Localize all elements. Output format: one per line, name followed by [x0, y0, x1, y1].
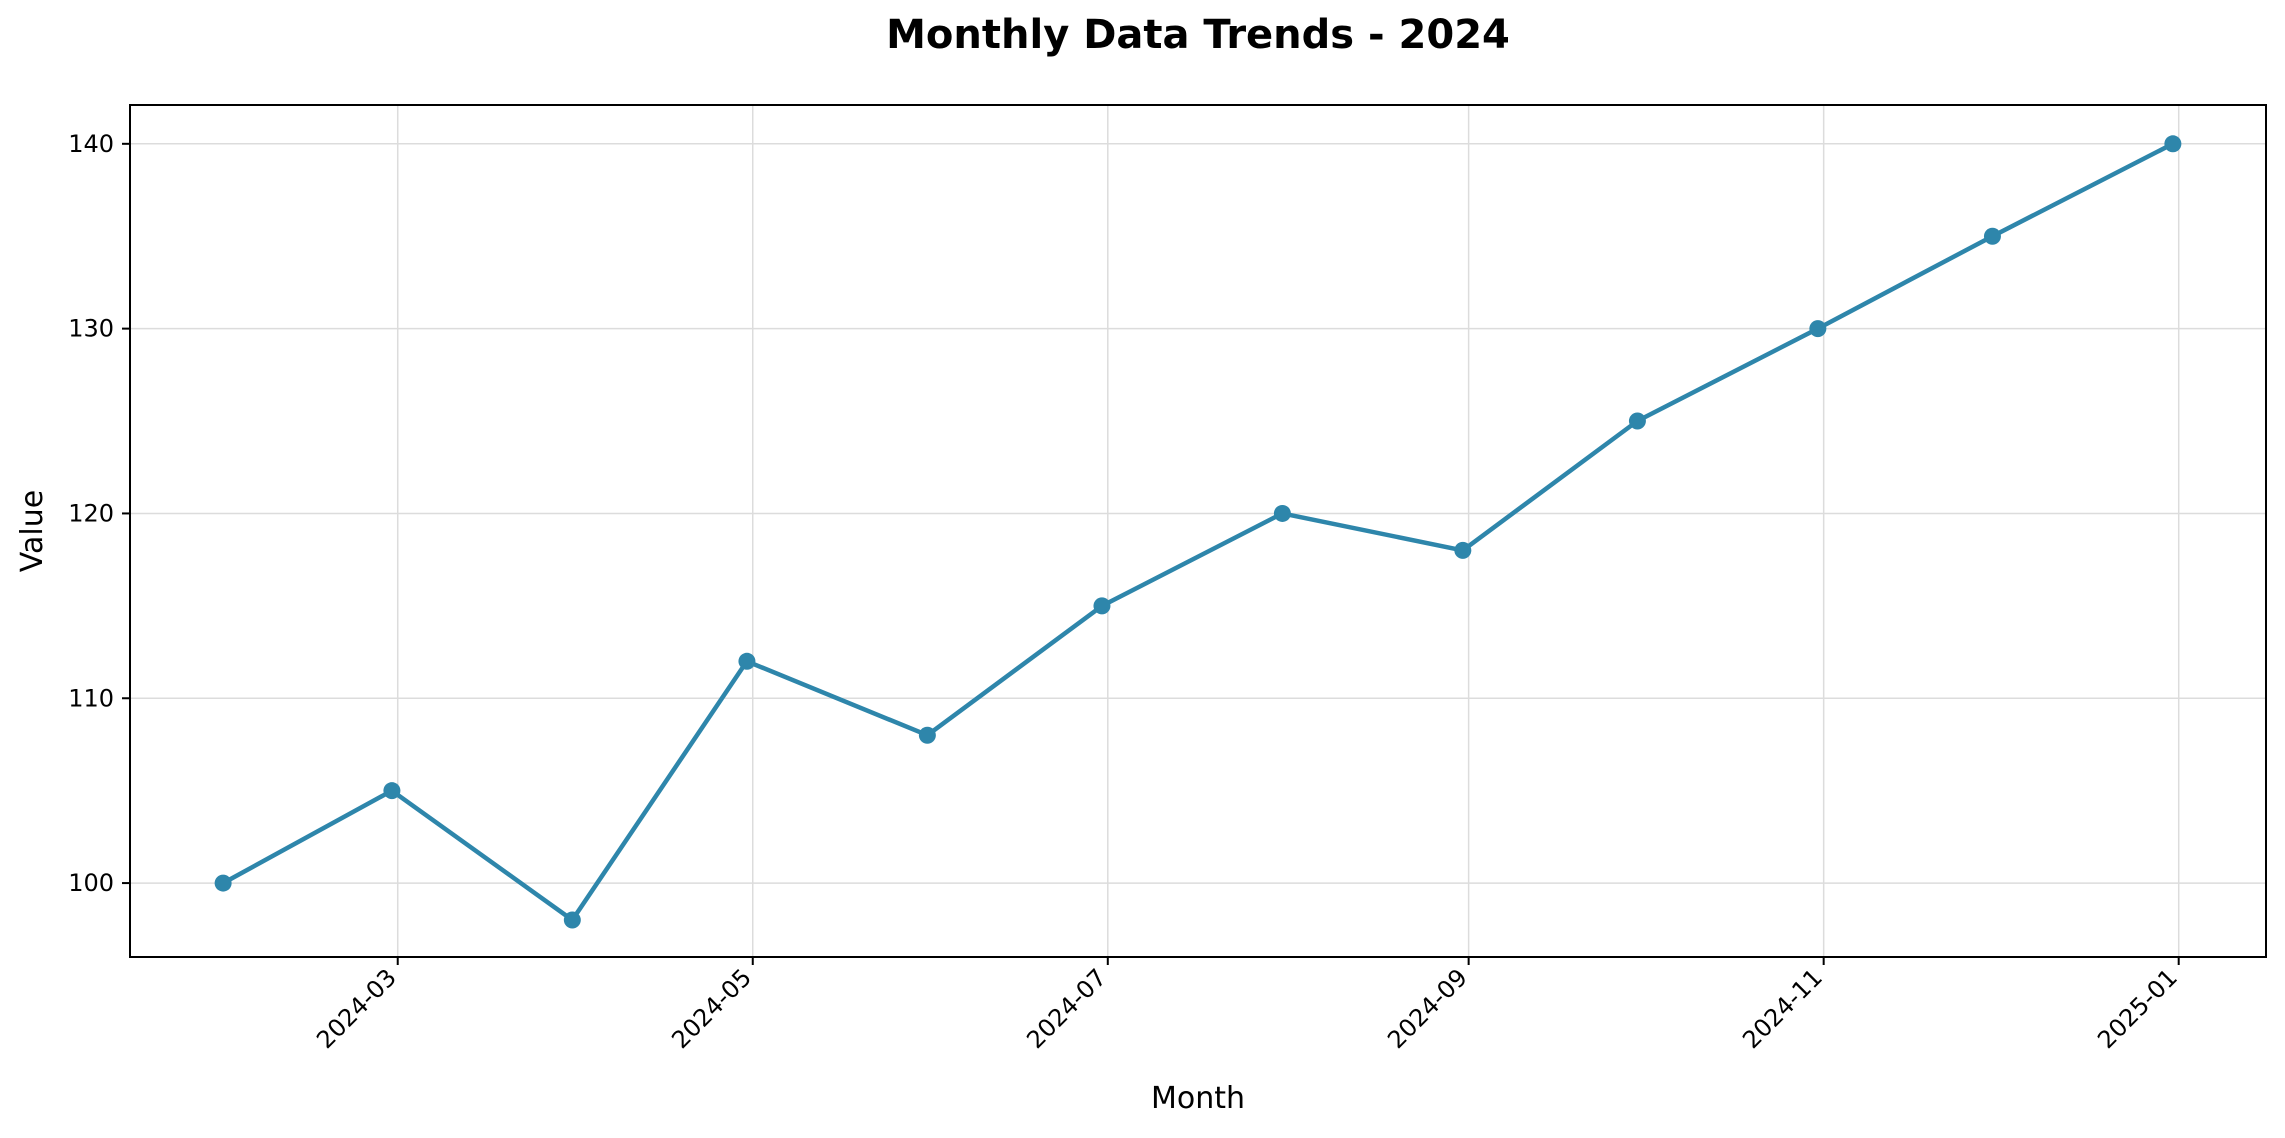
- data-point: [214, 874, 232, 892]
- data-point: [2164, 135, 2182, 153]
- x-tick-label: 2025-01: [2092, 963, 2183, 1054]
- series-layer: [214, 135, 2182, 929]
- y-tick-label: 130: [68, 315, 114, 343]
- data-point: [1093, 597, 1111, 615]
- x-axis-label: Month: [1151, 1081, 1245, 1116]
- data-point: [918, 726, 936, 744]
- x-tick-label: 2024-07: [1021, 963, 1112, 1054]
- chart-title: Monthly Data Trends - 2024: [886, 12, 1510, 58]
- data-point: [1983, 227, 2001, 245]
- x-axis: 2024-03 2024-05 2024-07 2024-09 2024-11 2025-…: [311, 957, 2183, 1054]
- data-point: [1628, 412, 1646, 430]
- y-axis: 100 110 120 130 140: [68, 130, 130, 897]
- y-tick-label: 120: [68, 499, 114, 527]
- y-tick-label: 140: [68, 130, 114, 158]
- x-tick-label: 2024-09: [1382, 963, 1473, 1054]
- data-point: [383, 782, 401, 800]
- plot-area: [129, 104, 2267, 958]
- x-tick-label: 2024-11: [1737, 963, 1828, 1054]
- grid: [130, 105, 2266, 957]
- y-axis-label: Value: [15, 490, 50, 572]
- y-tick-label: 110: [68, 684, 114, 712]
- data-point: [1454, 541, 1472, 559]
- x-tick-label: 2024-05: [666, 963, 757, 1054]
- data-point: [738, 652, 756, 670]
- data-point: [1273, 504, 1291, 522]
- data-point: [563, 911, 581, 929]
- data-point: [1809, 320, 1827, 338]
- x-tick-label: 2024-03: [311, 963, 402, 1054]
- series-line: [220, 141, 2176, 923]
- y-tick-label: 100: [68, 869, 114, 897]
